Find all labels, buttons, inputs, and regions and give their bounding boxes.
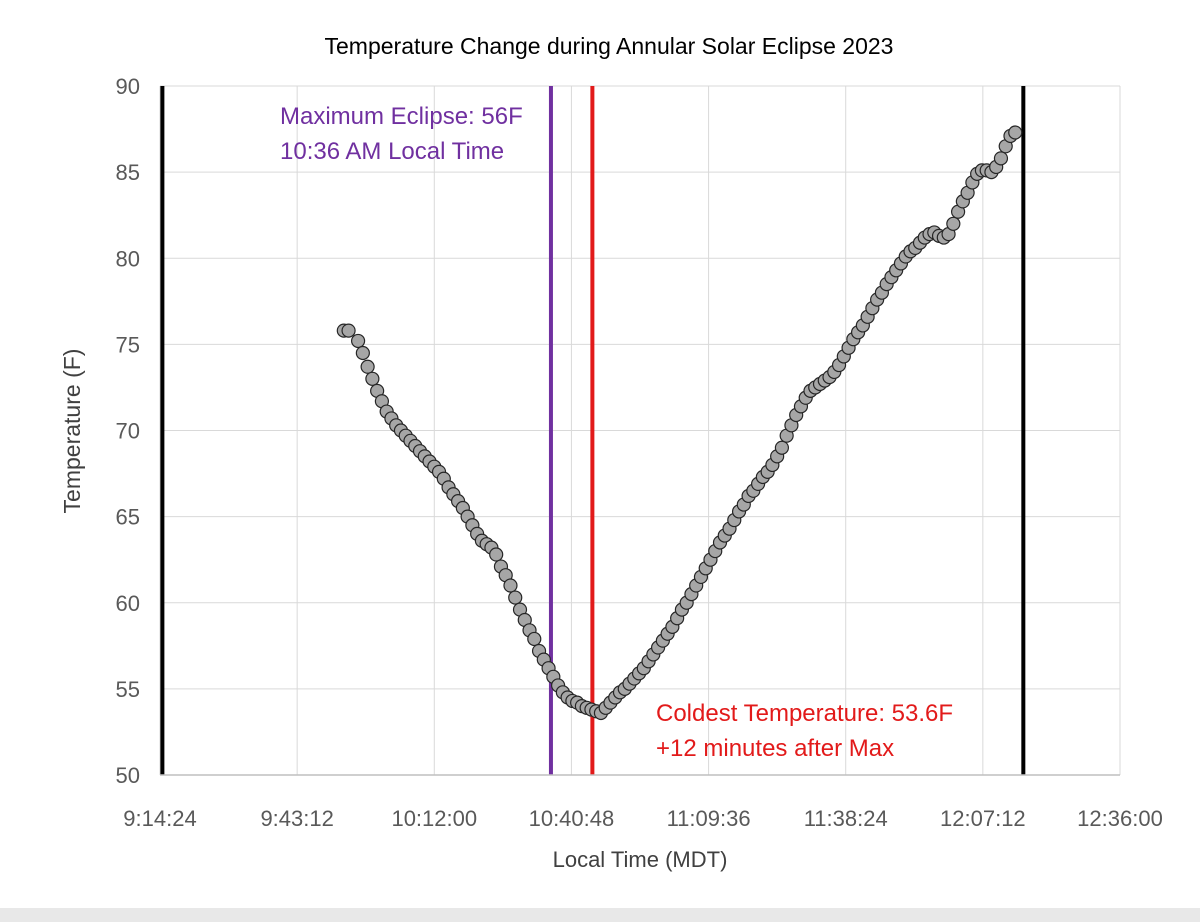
x-tick-label: 12:07:12 [940,806,1026,831]
x-tick-label: 9:14:24 [123,806,196,831]
y-axis-label: Temperature (F) [59,349,85,514]
data-point [355,345,370,361]
data-point [341,323,356,338]
data-point [503,578,518,593]
data-point [1008,125,1023,140]
y-tick-label: 85 [116,160,140,185]
data-point [489,547,504,562]
data-series [336,125,1023,721]
data-point [993,151,1009,166]
x-tick-label: 11:09:36 [667,806,751,831]
x-tick-label: 9:43:12 [260,806,333,831]
max-eclipse-annotation: 10:36 AM Local Time [280,138,504,165]
data-point [774,440,790,455]
chart-title: Temperature Change during Annular Solar … [325,33,894,59]
data-point [508,590,523,605]
x-tick-label: 10:12:00 [391,806,477,831]
x-tick-label: 11:38:24 [804,806,888,831]
reference-lines [160,86,1026,775]
y-tick-label: 55 [116,677,140,702]
gridlines [159,85,1121,776]
footer-strip [0,908,1200,922]
y-tick-label: 80 [116,246,140,271]
x-tick-label: 12:36:00 [1077,806,1163,831]
y-tick-label: 60 [116,591,140,616]
data-point [360,359,375,374]
y-tick-label: 70 [116,419,140,444]
data-point [946,216,961,231]
max-eclipse-annotation: Maximum Eclipse: 56F [280,103,523,130]
y-tick-label: 50 [116,763,140,788]
axes: 50 55 60 65 70 75 80 85 90 9:14:24 9:43:12 10:12:00… [116,74,1163,831]
coldest-temp-annotation: Coldest Temperature: 53.6F [656,700,953,727]
y-tick-label: 65 [116,505,140,530]
x-axis-label: Local Time (MDT) [553,847,728,872]
annotations: Maximum Eclipse: 56F 10:36 AM Local Time C… [280,103,953,762]
data-point [365,371,380,386]
data-point [527,631,542,647]
x-tick-label: 10:40:48 [529,806,615,831]
y-tick-label: 75 [116,332,140,357]
y-tick-label: 90 [116,74,140,99]
coldest-temp-annotation: +12 minutes after Max [656,735,894,762]
data-point [350,333,366,349]
